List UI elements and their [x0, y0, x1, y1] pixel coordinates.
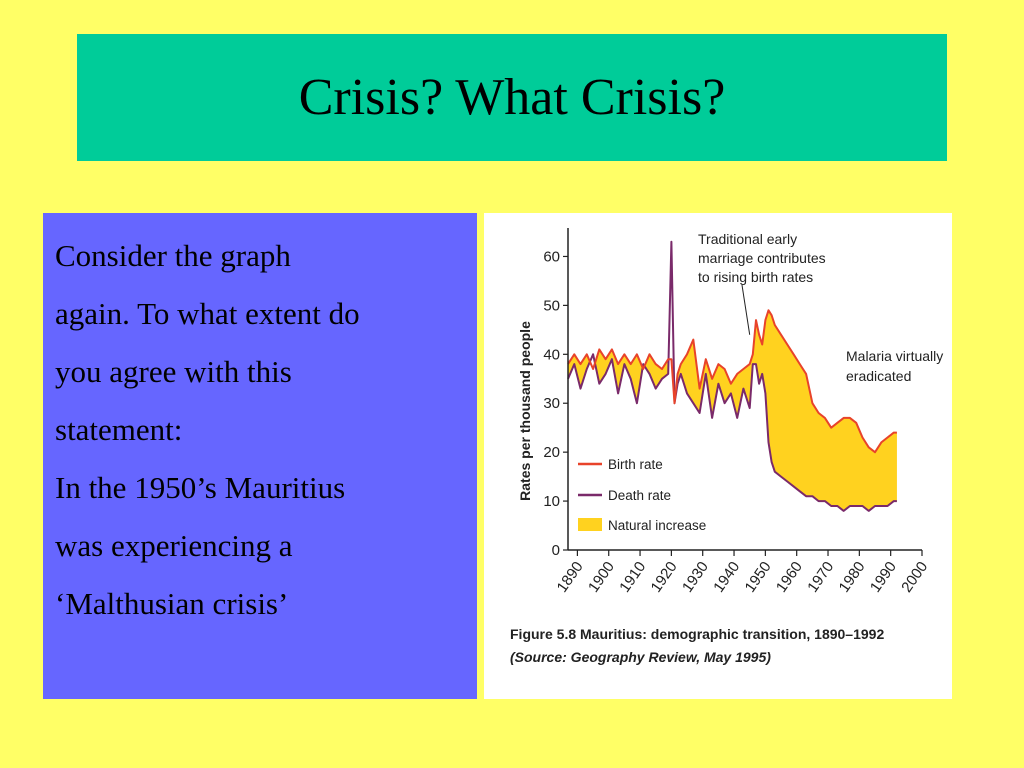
body-line: was experiencing a: [55, 528, 293, 563]
figure-source: (Source: Geography Review, May 1995): [510, 649, 771, 665]
body-line: again. To what extent do: [55, 296, 360, 331]
y-tick-label: 30: [543, 395, 560, 412]
legend-death-rate-label: Death rate: [608, 488, 671, 503]
annotation-marriage-line: to rising birth rates: [698, 269, 813, 285]
title-bar: Crisis? What Crisis?: [77, 34, 947, 161]
x-tick-label: 1970: [804, 559, 837, 596]
body-line: you agree with this: [55, 354, 292, 389]
body-line: statement:: [55, 412, 183, 447]
y-tick-label: 60: [543, 248, 560, 265]
natural-increase-area: [568, 310, 897, 511]
figure-caption: Figure 5.8 Mauritius: demographic transi…: [510, 626, 884, 642]
annotation-marriage-pointer: [741, 284, 751, 335]
y-tick-label: 50: [543, 297, 560, 314]
y-axis-label: Rates per thousand people: [517, 321, 533, 501]
y-tick-label: 40: [543, 346, 560, 363]
y-tick-label: 20: [543, 444, 560, 461]
x-tick-label: 1960: [773, 559, 806, 596]
y-tick-label: 0: [552, 542, 560, 559]
x-tick-label: 1890: [554, 559, 587, 596]
x-tick-label: 1900: [585, 559, 618, 596]
chart-panel: 0 10 20 30 40 50 60 Rates per thousand people 18…: [484, 213, 952, 699]
body-line: In the 1950’s Mauritius: [55, 470, 346, 505]
death-rate-line: [567, 240, 897, 512]
x-tick-label: 2000: [898, 559, 931, 596]
x-tick-label: 1930: [679, 559, 712, 596]
x-tick-label: 1990: [867, 559, 900, 596]
slide-title: Crisis? What Crisis?: [298, 69, 726, 126]
text-panel: Consider the graph again. To what extent…: [43, 213, 477, 699]
body-line: Consider the graph: [55, 238, 291, 273]
y-tick-label: 10: [543, 493, 560, 510]
legend-birth-rate-label: Birth rate: [608, 457, 663, 472]
legend-natural-increase-swatch: [578, 518, 602, 531]
x-tick-label: 1980: [836, 559, 869, 596]
x-tick-label: 1920: [648, 559, 681, 596]
demographic-transition-chart: 0 10 20 30 40 50 60 Rates per thousand people 18…: [510, 228, 943, 665]
x-tick-label: 1910: [616, 559, 649, 596]
x-tick-label: 1950: [742, 559, 775, 596]
body-line: ‘Malthusian crisis’: [55, 586, 289, 621]
annotation-marriage-line: Traditional early: [698, 231, 797, 247]
annotation-marriage-line: marriage contributes: [698, 250, 826, 266]
birth-rate-line: [567, 309, 897, 454]
annotation-malaria-line: eradicated: [846, 368, 911, 384]
legend-natural-increase-label: Natural increase: [608, 518, 706, 533]
annotation-malaria-line: Malaria virtually: [846, 348, 943, 364]
x-tick-label: 1940: [710, 559, 743, 596]
